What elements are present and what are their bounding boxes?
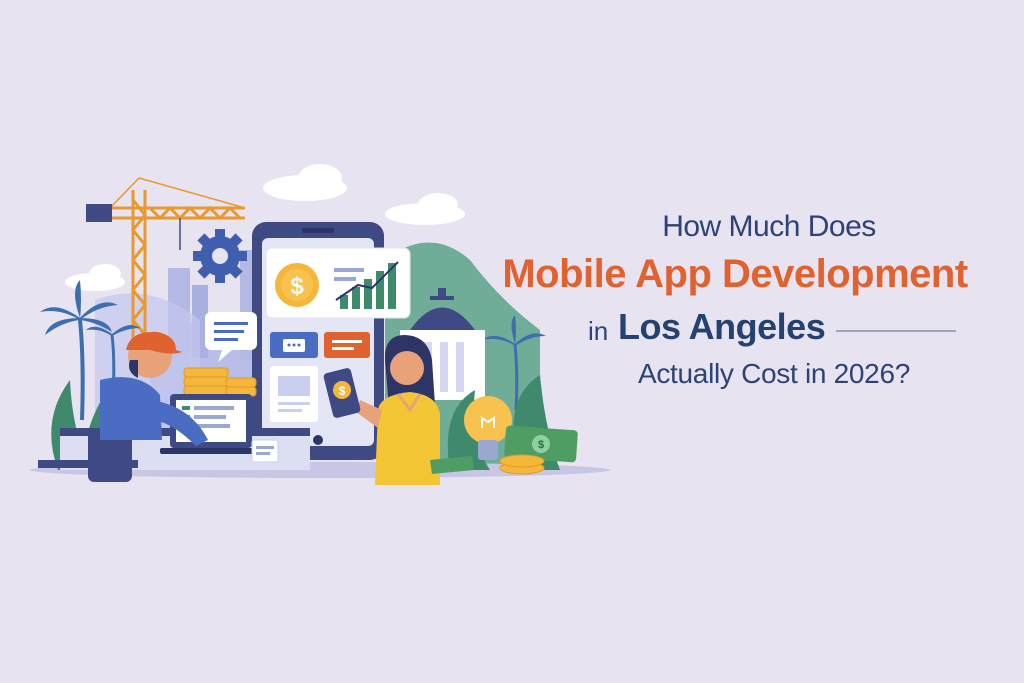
dollar-coin-icon: $ [275,263,319,307]
headline-divider [836,330,956,332]
crane-icon [109,177,246,340]
developer-person [88,331,208,482]
headline: How Much Does Mobile App Development in … [470,210,990,390]
headline-city: Los Angeles [618,306,826,347]
headline-line-1: How Much Does [662,210,876,243]
palm-tree-icon [40,280,546,421]
svg-text:$: $ [290,273,304,300]
cash-bill-icon: $ [504,425,578,463]
headline-line-2: Mobile App Development [502,252,968,296]
client-person: $ [323,335,440,485]
lightbulb-icon [464,396,512,460]
svg-text:$: $ [339,384,346,398]
chat-bubble-icon [283,339,305,352]
gear-icon [193,229,247,283]
headline-line-4: Actually Cost in 2026? [637,358,910,389]
cloud-icon [65,164,465,291]
chat-bubble-icon [205,312,257,362]
headline-line-3: in Los Angeles [470,306,990,348]
svg-text:$: $ [538,439,544,451]
headline-in-word: in [588,316,609,346]
bar-chart-icon [334,261,399,309]
